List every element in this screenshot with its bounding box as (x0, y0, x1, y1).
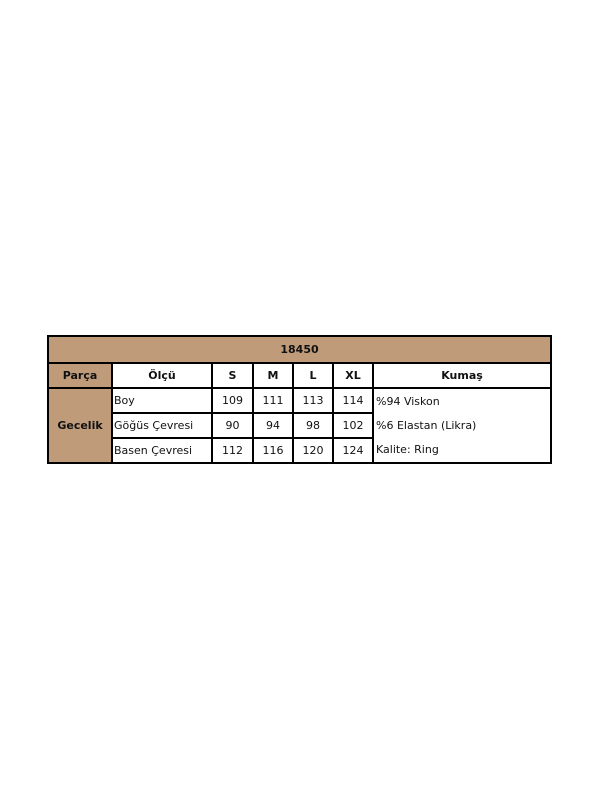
fabric-line: %94 Viskon (376, 394, 440, 408)
header-fabric: Kumaş (371, 362, 553, 389)
row-label: Boy (111, 387, 213, 414)
table-row: Göğüs Çevresi 90 94 98 102 (48, 412, 551, 439)
cell-value: 114 (332, 387, 374, 414)
fabric-line: Kalite: Ring (376, 442, 439, 456)
header-l: L (292, 362, 334, 389)
header-xl: XL (332, 362, 374, 389)
cell-value: 98 (292, 412, 334, 439)
cell-value: 112 (211, 437, 254, 464)
cell-value: 109 (211, 387, 254, 414)
cell-value: 111 (252, 387, 294, 414)
header-m: M (252, 362, 294, 389)
fabric-line: %6 Elastan (Likra) (376, 418, 477, 432)
cell-value: 90 (211, 412, 254, 439)
fabric-cell: %94 Viskon %6 Elastan (Likra) Kalite: Ri… (371, 387, 553, 464)
size-chart-table: 18450 Parça Ölçü S M L XL Kumaş Gecelik … (46, 335, 553, 464)
cell-value: 116 (252, 437, 294, 464)
header-part: Parça (47, 362, 113, 389)
header-measure: Ölçü (111, 362, 213, 389)
table-title: 18450 (46, 335, 553, 364)
cell-value: 102 (332, 412, 374, 439)
row-label: Basen Çevresi (111, 437, 213, 464)
cell-value: 124 (332, 437, 374, 464)
cell-value: 120 (292, 437, 334, 464)
cell-value: 113 (292, 387, 334, 414)
header-row: Parça Ölçü S M L XL Kumaş (47, 362, 553, 389)
table-row: Basen Çevresi 112 116 120 124 (48, 437, 551, 464)
row-label: Göğüs Çevresi (111, 412, 213, 439)
table-row: Gecelik Boy 109 111 113 114 %94 Viskon %… (47, 387, 553, 464)
part-name: Gecelik (47, 387, 113, 464)
cell-value: 94 (252, 412, 294, 439)
header-s: S (211, 362, 254, 389)
